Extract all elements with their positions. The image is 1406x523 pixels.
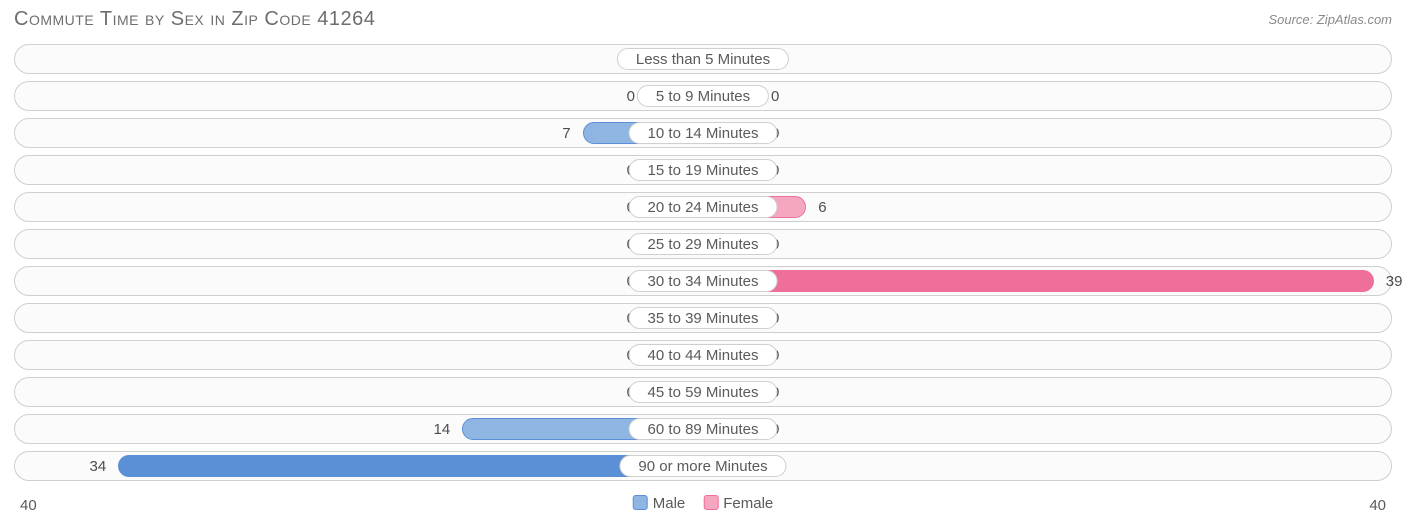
category-label: 60 to 89 Minutes: [629, 418, 778, 440]
category-label: 30 to 34 Minutes: [629, 270, 778, 292]
chart-row: 0040 to 44 Minutes: [14, 340, 1392, 370]
chart-row: 14060 to 89 Minutes: [14, 414, 1392, 444]
chart-source: Source: ZipAtlas.com: [1268, 12, 1392, 27]
axis-max-left: 40: [20, 497, 37, 514]
legend-male-label: Male: [653, 495, 686, 512]
female-swatch-icon: [703, 495, 718, 510]
female-bar: [703, 270, 1374, 292]
male-value: 34: [84, 455, 113, 477]
legend-female: Female: [703, 495, 773, 512]
chart-title: Commute Time by Sex in Zip Code 41264: [14, 8, 375, 31]
category-label: 45 to 59 Minutes: [629, 381, 778, 403]
chart-footer: 40 Male Female 40: [14, 495, 1392, 517]
chart-row: 0035 to 39 Minutes: [14, 303, 1392, 333]
male-value: 14: [428, 418, 457, 440]
chart-row: 0015 to 19 Minutes: [14, 155, 1392, 185]
chart-row: 34090 or more Minutes: [14, 451, 1392, 481]
category-label: 25 to 29 Minutes: [629, 233, 778, 255]
diverging-bar-chart: 00Less than 5 Minutes 005 to 9 Minutes 701…: [14, 44, 1392, 491]
category-label: 10 to 14 Minutes: [629, 122, 778, 144]
female-value: 6: [812, 196, 832, 218]
chart-row: 005 to 9 Minutes: [14, 81, 1392, 111]
category-label: 35 to 39 Minutes: [629, 307, 778, 329]
chart-row: 0025 to 29 Minutes: [14, 229, 1392, 259]
category-label: 5 to 9 Minutes: [637, 85, 769, 107]
axis-max-right: 40: [1369, 497, 1386, 514]
chart-row: 03930 to 34 Minutes: [14, 266, 1392, 296]
chart-row: 7010 to 14 Minutes: [14, 118, 1392, 148]
female-value: 39: [1380, 270, 1406, 292]
legend-female-label: Female: [723, 495, 773, 512]
legend-male: Male: [633, 495, 686, 512]
category-label: 40 to 44 Minutes: [629, 344, 778, 366]
male-bar: [118, 455, 703, 477]
male-swatch-icon: [633, 495, 648, 510]
chart-row: 00Less than 5 Minutes: [14, 44, 1392, 74]
legend: Male Female: [633, 495, 774, 512]
category-label: Less than 5 Minutes: [617, 48, 789, 70]
category-label: 20 to 24 Minutes: [629, 196, 778, 218]
category-label: 15 to 19 Minutes: [629, 159, 778, 181]
chart-row: 0045 to 59 Minutes: [14, 377, 1392, 407]
male-value: 7: [556, 122, 576, 144]
category-label: 90 or more Minutes: [619, 455, 786, 477]
chart-row: 0620 to 24 Minutes: [14, 192, 1392, 222]
